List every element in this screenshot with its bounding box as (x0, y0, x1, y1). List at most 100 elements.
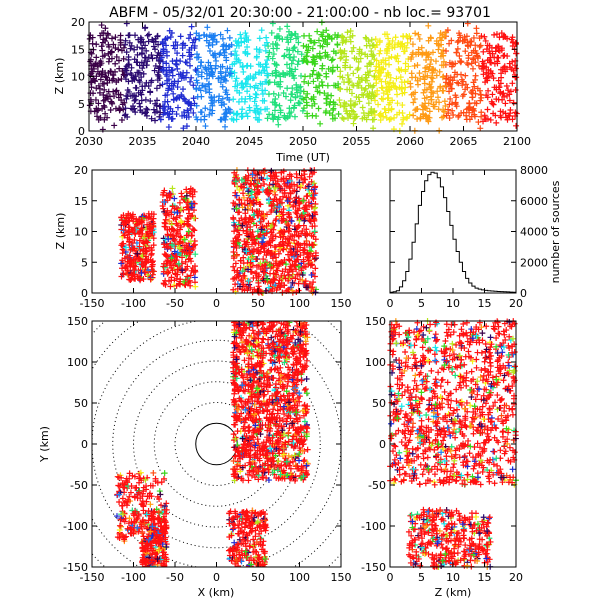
x-tick-label: 0 (213, 297, 220, 310)
source-point (337, 73, 344, 80)
source-point (142, 96, 149, 103)
source-point (491, 31, 498, 38)
source-point (157, 116, 164, 123)
source-point (281, 112, 288, 119)
source-point (288, 30, 295, 37)
source-point (115, 46, 122, 53)
source-point (499, 91, 506, 98)
source-point (447, 95, 454, 102)
x-height-ylabel: Z (km) (54, 213, 67, 250)
source-point (368, 36, 375, 43)
source-point (344, 110, 351, 117)
source-point (253, 105, 260, 112)
source-point (284, 23, 291, 30)
source-point (498, 30, 505, 37)
source-point (419, 51, 426, 58)
source-point (505, 112, 512, 119)
source-point (240, 190, 247, 197)
source-point (160, 105, 167, 112)
source-point (329, 112, 336, 119)
source-point (324, 51, 331, 58)
source-point (221, 49, 228, 56)
source-point (380, 96, 387, 103)
source-point (462, 86, 469, 93)
source-point (372, 97, 379, 104)
source-point (133, 59, 140, 66)
source-point (474, 85, 481, 92)
source-point (161, 470, 168, 477)
source-point (421, 103, 428, 110)
x-tick-label: 50 (251, 297, 265, 310)
source-point (314, 28, 321, 35)
source-point (341, 79, 348, 86)
source-point (259, 87, 266, 94)
range-rings (92, 321, 341, 567)
source-point (382, 57, 389, 64)
source-point (138, 74, 145, 81)
source-point (126, 39, 133, 46)
source-point (243, 81, 250, 88)
source-point (493, 119, 500, 126)
source-point (170, 90, 177, 97)
source-point (483, 46, 490, 53)
source-point (369, 89, 376, 96)
source-point (443, 72, 450, 79)
source-point (233, 87, 240, 94)
source-point (504, 53, 511, 60)
source-point (378, 84, 385, 91)
source-point (489, 100, 496, 107)
source-point (508, 36, 515, 43)
source-point (481, 112, 488, 119)
source-point (376, 37, 383, 44)
source-point (149, 36, 156, 43)
source-point (154, 33, 161, 40)
source-point (363, 116, 370, 123)
source-point (101, 116, 108, 123)
source-point (224, 65, 231, 72)
source-point (470, 34, 477, 41)
source-point (123, 49, 130, 56)
source-point (219, 83, 226, 90)
source-point (345, 114, 352, 121)
source-point (92, 96, 99, 103)
source-point (119, 246, 126, 253)
source-point (473, 25, 480, 32)
source-point (335, 80, 342, 87)
source-point (198, 69, 205, 76)
source-point (410, 90, 417, 97)
source-point (404, 113, 411, 120)
source-point (297, 88, 304, 95)
source-point (455, 80, 462, 87)
source-point (150, 106, 157, 113)
source-point (463, 112, 470, 119)
source-point (362, 34, 369, 41)
source-point (243, 33, 250, 40)
source-point (338, 54, 345, 61)
source-point (513, 50, 520, 57)
source-point (191, 42, 198, 49)
source-point (162, 36, 169, 43)
source-point (370, 108, 377, 115)
source-point (102, 25, 109, 32)
source-point (292, 66, 299, 73)
source-point (466, 100, 473, 107)
source-point (148, 77, 155, 84)
source-point (187, 78, 194, 85)
source-point (324, 82, 331, 89)
source-point (176, 94, 183, 101)
source-point (110, 41, 117, 48)
source-point (240, 68, 247, 75)
source-point (98, 22, 105, 29)
x-tick-label: 10 (446, 297, 460, 310)
source-point (454, 45, 461, 52)
source-point (376, 70, 383, 77)
source-point (411, 96, 418, 103)
source-point (266, 111, 273, 118)
source-point (286, 65, 293, 72)
source-point (238, 95, 245, 102)
source-point (421, 95, 428, 102)
source-point (436, 68, 443, 75)
source-point (147, 501, 154, 508)
source-point (365, 92, 372, 99)
source-point (351, 111, 358, 118)
